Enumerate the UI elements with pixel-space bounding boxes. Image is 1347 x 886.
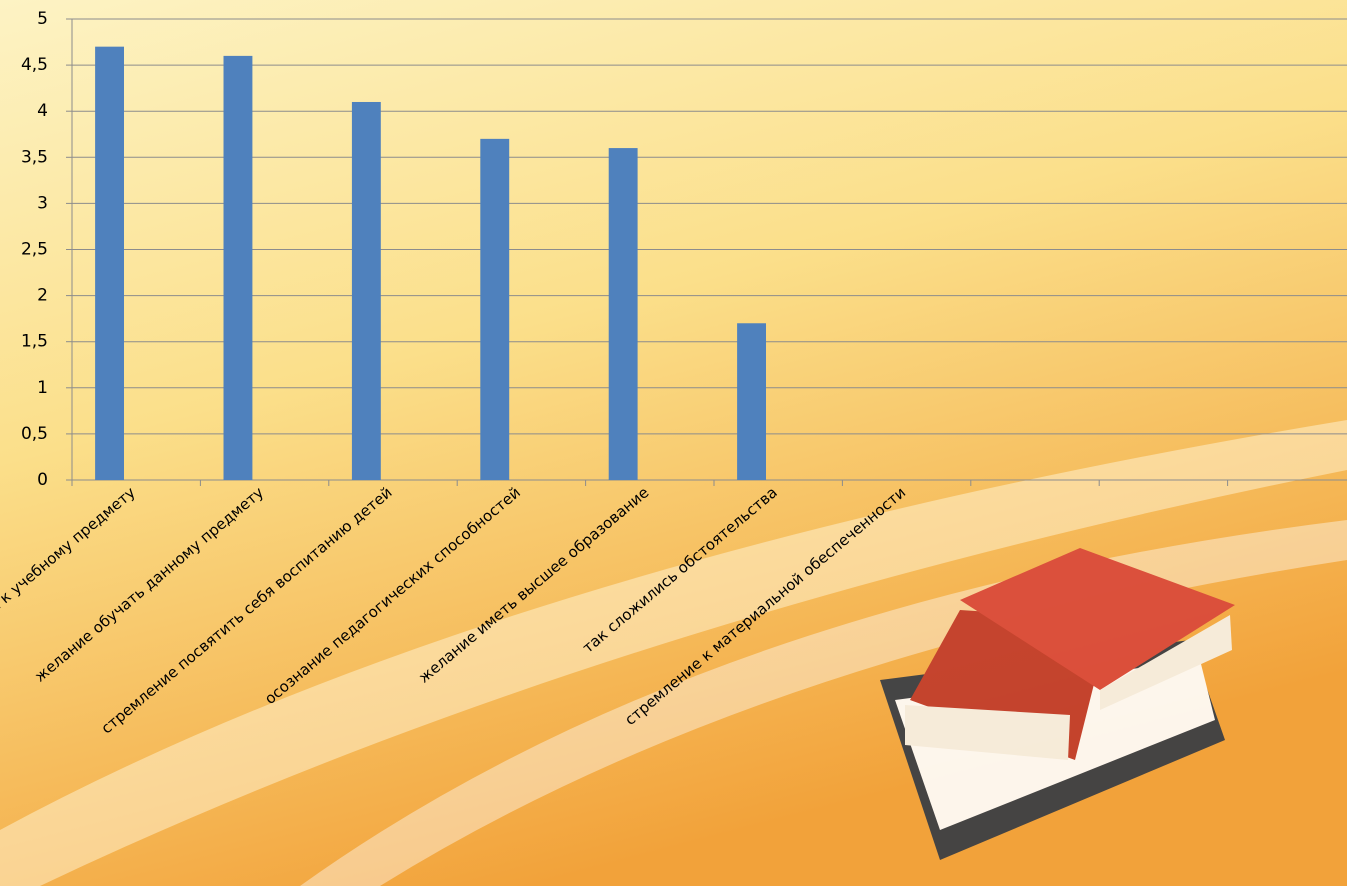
y-tick-label: 4,5 — [21, 55, 48, 75]
bar — [608, 148, 638, 480]
y-tick-label: 1,5 — [21, 332, 48, 352]
y-tick-label: 2,5 — [21, 240, 48, 260]
y-tick-label: 0,5 — [21, 424, 48, 444]
y-tick-label: 1 — [37, 378, 48, 398]
bar — [737, 323, 767, 480]
bar — [480, 138, 510, 481]
y-tick-label: 4 — [37, 101, 48, 121]
bar — [95, 46, 125, 480]
y-tick-label: 0 — [37, 470, 48, 490]
bar — [351, 101, 381, 480]
y-tick-label: 5 — [37, 9, 48, 29]
y-tick-label: 3 — [37, 193, 48, 213]
y-tick-label: 3,5 — [21, 147, 48, 167]
bar — [223, 55, 253, 480]
decoration — [0, 420, 1347, 886]
y-tick-label: 2 — [37, 286, 48, 306]
